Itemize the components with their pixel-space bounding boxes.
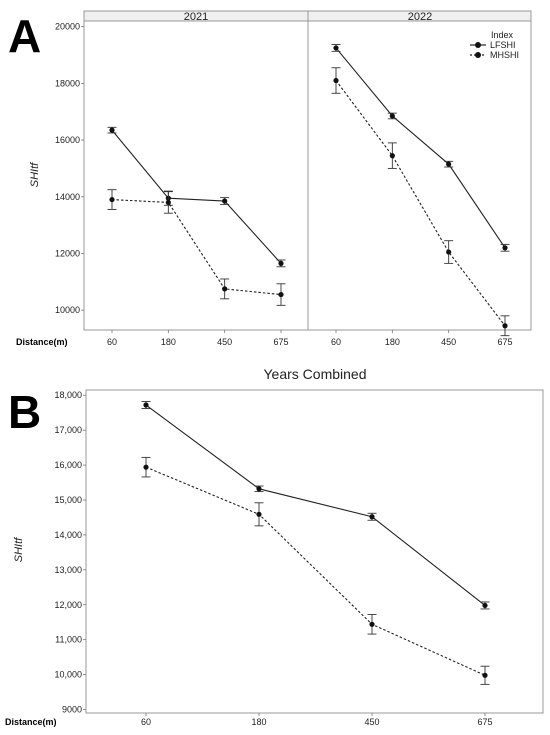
panel-a-2021-lfshi-point-60 <box>107 126 117 134</box>
panel-b-mhshi-point-675 <box>480 665 490 685</box>
panel-b-ytick-label-10,000: 10,000 <box>54 670 82 680</box>
panel-b-ytick-label-17,000: 17,000 <box>54 425 82 435</box>
panel-b-plot-frame <box>85 389 544 714</box>
panel-a-ytick-label-10000: 10000 <box>55 305 80 315</box>
panel-a-2021-lfshi-marker-675 <box>278 260 284 266</box>
panel-b-ytick-label-14,000: 14,000 <box>54 530 82 540</box>
panel-b-lfshi-line <box>145 404 486 606</box>
panel-a-xtick-label-2021-450: 450 <box>217 337 232 347</box>
panel-b-lfshi-point-675 <box>480 601 490 610</box>
panel-b-lfshi-marker-450 <box>369 514 375 520</box>
panel-a-2021-lfshi-line <box>111 129 282 264</box>
panel-a-2022-lfshi-point-180 <box>387 112 397 120</box>
panel-a-2021-mhshi-line <box>111 199 282 296</box>
panel-b-mhshi-point-450 <box>367 614 377 635</box>
panel-a-label: A <box>8 10 41 62</box>
panel-a-2022-mhshi-line <box>335 80 506 327</box>
panel-b-lfshi-point-180 <box>254 485 264 493</box>
panel-b-ytick-label-9000: 9000 <box>62 705 82 715</box>
panel-a-2022-lfshi-point-675 <box>500 243 510 252</box>
panel-b-xtick-label-60: 60 <box>141 717 151 727</box>
panel-a-x-axis-title: Distance(m) <box>16 337 68 347</box>
facet-label-2021: 2021 <box>184 11 208 23</box>
panel-b-mhshi-point-60 <box>141 456 151 478</box>
panel-a-2021-mhshi-marker-180 <box>165 199 171 206</box>
panel-b-ytick-label-11,000: 11,000 <box>55 635 82 645</box>
panel-b-xtick-label-180: 180 <box>251 717 266 727</box>
panel-a-2021-mhshi-point-180 <box>163 191 173 214</box>
panel-a-2022-mhshi-point-675 <box>500 315 510 337</box>
panel-a-2022-mhshi-marker-450 <box>446 249 452 255</box>
panel-a-2022-mhshi-point-180 <box>387 142 397 169</box>
panel-a-2021-mhshi-point-60 <box>107 189 117 210</box>
panel-b-mhshi-marker-675 <box>482 672 488 678</box>
panel-b-title: Years Combined <box>264 366 367 382</box>
panel-a-ytick-label-20000: 20000 <box>55 22 80 32</box>
panel-a-2021-lfshi-marker-60 <box>109 127 115 133</box>
panel-a-2021-mhshi-marker-675 <box>278 291 284 298</box>
panel-b-lfshi-marker-675 <box>482 602 488 609</box>
panel-b-y-axis-title: SHItf <box>13 537 25 562</box>
panel-b-xtick-label-675: 675 <box>477 717 492 727</box>
panel-b-ytick-label-15,000: 15,000 <box>54 495 82 505</box>
panel-a-2021-lfshi-point-675 <box>276 259 286 268</box>
panel-a-2022-lfshi-point-450 <box>444 160 454 168</box>
panel-a-2022-lfshi-marker-675 <box>502 245 508 251</box>
panel-a-2022-lfshi-point-60 <box>331 44 341 52</box>
panel-b-mhshi-line <box>145 466 486 676</box>
panel-a-2022-lfshi-marker-450 <box>446 161 452 167</box>
panel-a-2022-lfshi-marker-180 <box>389 113 395 119</box>
legend-lfshi-marker <box>475 42 481 48</box>
panel-a-xtick-label-2022-180: 180 <box>385 337 400 347</box>
panel-a-2022-mhshi-point-450 <box>444 240 454 264</box>
panel-b-mhshi-marker-180 <box>256 511 262 517</box>
panel-b-lfshi-point-60 <box>141 401 151 409</box>
legend-mhshi-label: MHSHI <box>490 50 519 60</box>
panel-a-xtick-label-2022-450: 450 <box>441 337 456 347</box>
panel-a-2021-mhshi-point-675 <box>276 283 286 306</box>
panel-a-legend: Index LFSHI MHSHI <box>470 30 519 60</box>
panel-a-2021-mhshi-marker-450 <box>222 286 228 292</box>
panel-a-xtick-label-2022-675: 675 <box>497 337 512 347</box>
panel-a-ytick-label-12000: 12000 <box>55 248 80 258</box>
panel-b-ytick-label-16,000: 16,000 <box>54 460 82 470</box>
panel-a-ytick-label-18000: 18000 <box>55 78 80 88</box>
panel-a-2021-mhshi-point-450 <box>220 278 230 300</box>
panel-a-xtick-label-2022-60: 60 <box>331 337 341 347</box>
panel-a-2021-mhshi-marker-60 <box>109 196 115 203</box>
panel-a-2021-lfshi-point-450 <box>220 197 230 205</box>
panel-b-mhshi-point-180 <box>254 502 264 527</box>
panel-a-2022-mhshi-marker-675 <box>502 323 508 329</box>
legend-title: Index <box>491 30 514 40</box>
panel-a-ytick-label-14000: 14000 <box>55 192 80 202</box>
panel-b-mhshi-marker-450 <box>369 621 375 627</box>
panel-a-2022-lfshi-marker-60 <box>333 45 339 51</box>
panel-a-xtick-label-2021-675: 675 <box>273 337 288 347</box>
panel-b-ytick-label-13,000: 13,000 <box>54 565 82 575</box>
panel-a-2021-lfshi-marker-450 <box>222 198 228 204</box>
panel-a-ytick-label-16000: 16000 <box>55 135 80 145</box>
panel-a-xtick-label-2021-180: 180 <box>161 337 176 347</box>
panel-a-2022-lfshi-line <box>335 47 506 249</box>
panel-a-2022-mhshi-marker-180 <box>389 153 395 159</box>
panel-b-label: B <box>8 386 41 438</box>
panel-b-lfshi-marker-180 <box>256 486 262 492</box>
panel-b-x-axis-title: Distance(m) <box>5 717 57 727</box>
panel-a-2022-mhshi-marker-60 <box>333 77 339 84</box>
panel-a-xtick-label-2021-60: 60 <box>107 337 117 347</box>
panel-b-xtick-label-450: 450 <box>364 717 379 727</box>
legend-lfshi-label: LFSHI <box>490 40 516 50</box>
panel-a-y-axis-title: SHItf <box>29 162 41 187</box>
panel-b-lfshi-point-450 <box>367 512 377 521</box>
panel-b-lfshi-marker-60 <box>143 402 149 408</box>
panel-b-mhshi-marker-60 <box>143 464 149 470</box>
legend-mhshi-marker <box>475 52 481 58</box>
panel-a-2022-mhshi-point-60 <box>331 67 341 94</box>
panel-b-chart: Years Combined SHItf Distance(m) 9000 10,… <box>5 366 544 727</box>
panel-b-ytick-label-12,000: 12,000 <box>54 600 82 610</box>
facet-label-2022: 2022 <box>408 11 432 23</box>
panel-b-ytick-label-18,000: 18,000 <box>54 390 82 400</box>
panel-a-chart: 2021 2022 SHItf Distance(m) 10000 12000 14… <box>16 10 532 347</box>
